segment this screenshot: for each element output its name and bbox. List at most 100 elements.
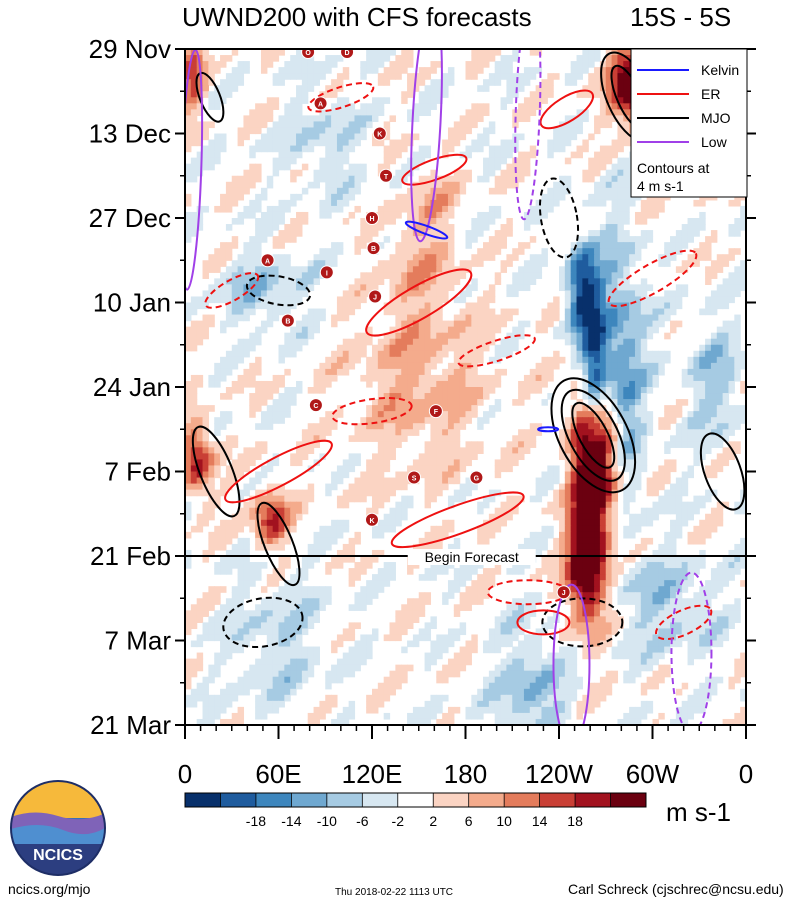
- field-cell: [553, 471, 560, 479]
- field-cell: [664, 574, 671, 581]
- field-cell: [366, 368, 373, 376]
- field-cell: [272, 495, 280, 503]
- field-cell: [418, 543, 426, 551]
- field-cell: [605, 242, 613, 249]
- field-cell: [605, 580, 613, 587]
- field-cell: [710, 332, 718, 340]
- field-cell: [395, 254, 402, 261]
- field-cell: [570, 489, 578, 497]
- field-cell: [331, 85, 338, 92]
- field-cell: [599, 549, 607, 557]
- field-cell: [494, 187, 502, 195]
- field-cell: [331, 151, 338, 159]
- field-cell: [383, 133, 391, 141]
- field-cell: [599, 266, 607, 273]
- field-cell: [681, 580, 689, 587]
- field-cell: [313, 326, 320, 334]
- field-cell: [564, 489, 572, 497]
- field-cell: [734, 272, 741, 279]
- field-cell: [237, 525, 245, 533]
- field-cell: [185, 465, 192, 473]
- field-cell: [354, 592, 361, 599]
- field-cell: [424, 387, 432, 394]
- field-cell: [442, 380, 449, 388]
- field-cell: [535, 326, 543, 334]
- field-cell: [366, 562, 373, 569]
- field-cell: [243, 266, 250, 273]
- field-cell: [500, 266, 507, 273]
- field-cell: [231, 73, 239, 80]
- field-cell: [564, 519, 572, 527]
- field-cell: [325, 356, 332, 364]
- field-cell: [436, 350, 443, 358]
- field-cell: [640, 429, 648, 436]
- field-cell: [594, 79, 601, 86]
- field-cell: [740, 266, 746, 273]
- field-cell: [395, 507, 402, 515]
- field-cell: [185, 127, 192, 135]
- field-cell: [412, 199, 420, 207]
- field-cell: [588, 344, 595, 352]
- field-cell: [617, 169, 624, 177]
- field-cell: [722, 423, 730, 430]
- field-cell: [296, 507, 303, 515]
- field-cell: [541, 531, 548, 539]
- field-cell: [237, 181, 245, 189]
- field-cell: [442, 465, 449, 473]
- field-cell: [336, 127, 344, 135]
- field-cell: [483, 133, 490, 141]
- field-cell: [465, 489, 472, 497]
- field-cell: [196, 169, 204, 177]
- field-cell: [208, 91, 215, 98]
- field-cell: [389, 380, 396, 388]
- field-cell: [699, 218, 706, 225]
- field-cell: [617, 236, 624, 243]
- field-cell: [336, 519, 344, 527]
- field-cell: [377, 435, 385, 442]
- field-cell: [383, 441, 391, 448]
- field-cell: [412, 350, 420, 358]
- field-cell: [699, 435, 706, 442]
- field-cell: [354, 350, 361, 358]
- field-cell: [418, 284, 426, 292]
- field-cell: [605, 362, 613, 370]
- field-cell: [395, 260, 402, 267]
- field-cell: [617, 453, 624, 461]
- field-cell: [710, 302, 718, 310]
- field-cell: [401, 193, 408, 201]
- field-cell: [412, 465, 420, 473]
- field-cell: [605, 109, 613, 116]
- field-cell: [471, 380, 478, 388]
- field-cell: [594, 181, 601, 189]
- field-cell: [594, 193, 601, 201]
- field-cell: [202, 79, 209, 86]
- field-cell: [372, 284, 379, 292]
- field-cell: [354, 356, 361, 364]
- field-cell: [401, 374, 408, 382]
- field-cell: [401, 513, 408, 521]
- field-cell: [634, 549, 642, 557]
- field-cell: [202, 326, 209, 334]
- field-cell: [681, 501, 689, 509]
- field-cell: [383, 489, 391, 497]
- field-cell: [605, 79, 613, 86]
- field-cell: [605, 459, 613, 467]
- field-cell: [354, 459, 361, 467]
- field-cell: [640, 435, 648, 442]
- field-cell: [494, 49, 502, 56]
- field-cell: [617, 127, 624, 135]
- field-cell: [225, 411, 233, 418]
- field-cell: [699, 531, 706, 539]
- field-cell: [366, 483, 373, 491]
- field-cell: [617, 417, 624, 424]
- field-cell: [278, 562, 285, 569]
- field-cell: [675, 562, 683, 569]
- field-cell: [477, 218, 484, 225]
- field-cell: [693, 507, 700, 515]
- field-cell: [447, 429, 455, 436]
- field-cell: [202, 459, 209, 467]
- field-cell: [301, 314, 309, 322]
- field-cell: [202, 519, 209, 527]
- field-cell: [266, 109, 274, 116]
- field-cell: [336, 109, 344, 116]
